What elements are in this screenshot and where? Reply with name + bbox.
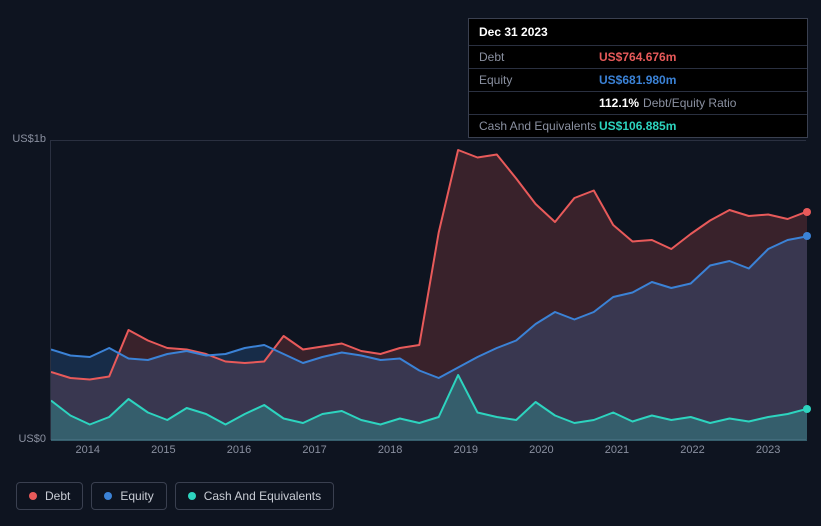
- legend-item-debt[interactable]: Debt: [16, 482, 83, 510]
- x-axis-label: 2023: [730, 444, 806, 456]
- x-axis-label: 2022: [655, 444, 731, 456]
- legend-dot-icon: [104, 492, 112, 500]
- legend-label: Cash And Equivalents: [204, 489, 321, 503]
- series-end-dot-cash-and-equivalents: [803, 405, 811, 413]
- tooltip-ratio-suffix: Debt/Equity Ratio: [643, 96, 736, 110]
- legend-label: Debt: [45, 489, 70, 503]
- legend-label: Equity: [120, 489, 153, 503]
- tooltip-row-label: Equity: [479, 73, 599, 87]
- series-end-dot-equity: [803, 232, 811, 240]
- tooltip-row-value: US$681.980m: [599, 73, 676, 87]
- x-axis-label: 2014: [50, 444, 126, 456]
- tooltip-row-label: Debt: [479, 50, 599, 64]
- tooltip-date: Dec 31 2023: [469, 19, 807, 46]
- tooltip-row-label: Cash And Equivalents: [479, 119, 599, 133]
- x-axis-label: 2015: [126, 444, 202, 456]
- x-axis-label: 2020: [504, 444, 580, 456]
- tooltip-row: 112.1%Debt/Equity Ratio: [469, 92, 807, 115]
- tooltip-row-value: US$764.676m: [599, 50, 676, 64]
- financial-history-chart: US$1bUS$0 201420152016201720182019202020…: [16, 120, 806, 460]
- x-axis-label: 2018: [352, 444, 428, 456]
- x-axis-label: 2021: [579, 444, 655, 456]
- x-axis-label: 2017: [277, 444, 353, 456]
- tooltip-row-value: US$106.885m: [599, 119, 676, 133]
- chart-plot-area[interactable]: [50, 140, 806, 440]
- x-axis-label: 2019: [428, 444, 504, 456]
- tooltip-row: EquityUS$681.980m: [469, 69, 807, 92]
- tooltip-row-label: [479, 96, 599, 110]
- x-axis-label: 2016: [201, 444, 277, 456]
- legend-item-cash-and-equivalents[interactable]: Cash And Equivalents: [175, 482, 334, 510]
- y-axis-label: US$1b: [6, 133, 46, 145]
- chart-tooltip: Dec 31 2023 DebtUS$764.676mEquityUS$681.…: [468, 18, 808, 138]
- tooltip-row: DebtUS$764.676m: [469, 46, 807, 69]
- tooltip-row-value: 112.1%Debt/Equity Ratio: [599, 96, 736, 110]
- tooltip-row: Cash And EquivalentsUS$106.885m: [469, 115, 807, 137]
- y-axis-label: US$0: [6, 433, 46, 445]
- x-axis-labels: 2014201520162017201820192020202120222023: [50, 444, 806, 456]
- chart-legend: Debt Equity Cash And Equivalents: [16, 482, 334, 510]
- legend-dot-icon: [29, 492, 37, 500]
- legend-dot-icon: [188, 492, 196, 500]
- legend-item-equity[interactable]: Equity: [91, 482, 166, 510]
- series-end-dot-debt: [803, 208, 811, 216]
